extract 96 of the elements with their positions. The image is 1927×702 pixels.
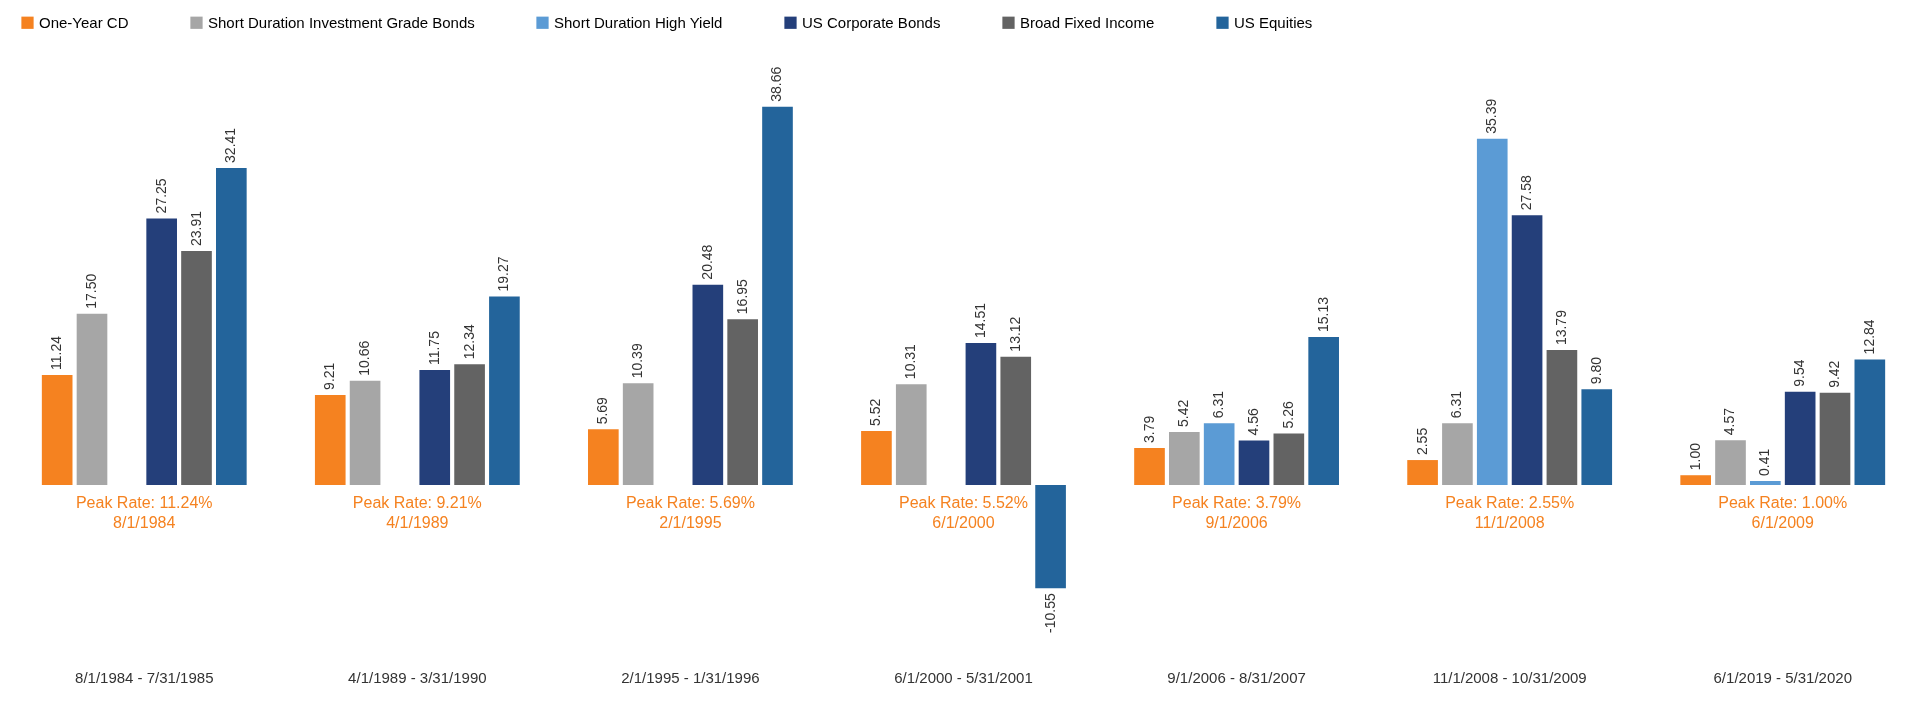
data-label: 5.52 [867,398,884,426]
data-label: 9.42 [1826,360,1842,388]
bar [1169,431,1200,486]
data-label: 13.12 [1006,316,1023,352]
data-label: 19.27 [495,256,512,292]
annotation: Peak Rate: 3.79% 9/1/2006 [1172,494,1302,532]
legend-label: Broad Fixed Income [1020,13,1155,31]
data-label: 23.91 [187,210,204,247]
bar [489,296,520,486]
data-label: 10.31 [902,343,919,380]
data-label: 6.31 [1448,390,1465,419]
data-label: 14.51 [971,302,988,339]
bar [1546,350,1578,486]
data-label: 4.57 [1721,407,1738,436]
bar [146,218,177,486]
bar [1750,481,1781,486]
x-tick-label: 8/1/1984 - 7/31/1985 [75,668,214,686]
annotation: Peak Rate: 2.55% 11/1/2008 [1445,494,1575,532]
data-label: 9.80 [1587,356,1604,385]
annotation: Peak Rate: 1.00% 6/1/2009 [1718,494,1848,532]
bar [314,394,346,486]
bar [1476,138,1508,486]
data-label: 1.00 [1686,442,1703,471]
bar [181,251,212,486]
data-label: 9.21 [321,362,338,390]
bar [1680,475,1711,486]
bar [1238,440,1270,486]
data-label: 9.54 [1791,359,1808,387]
data-label: 10.66 [356,340,373,376]
bar [1273,433,1305,486]
data-label: 5.69 [594,396,611,425]
legend-label: Short Duration Investment Grade Bonds [208,13,475,31]
data-label: -10.55 [1041,593,1058,633]
bar [1308,336,1339,486]
data-label: 20.48 [698,244,715,280]
legend-label: US Corporate Bonds [802,13,941,31]
bar [454,364,485,486]
data-label: 38.66 [768,66,785,102]
legend-label: US Equities [1234,13,1313,31]
bar [1819,392,1851,486]
annotation: Peak Rate: 5.52% 6/1/2000 [899,494,1028,532]
bar [727,319,758,486]
x-tick-label: 4/1/1989 - 3/31/1990 [348,668,487,686]
data-label: 2.55 [1413,427,1430,456]
data-label: 32.41 [222,127,239,163]
bar [965,343,997,486]
bar [1581,389,1613,486]
data-label: 35.39 [1483,98,1500,134]
data-label: 11.24 [48,335,65,371]
bar [1854,359,1886,486]
data-label: 12.84 [1860,319,1877,355]
data-label: 16.95 [733,278,750,315]
data-label: 4.56 [1245,407,1261,436]
bar [692,284,724,486]
data-label: 5.42 [1175,399,1192,427]
data-label: 15.13 [1314,296,1331,332]
bar [349,380,381,486]
bar [1000,356,1032,486]
bar [216,167,247,486]
data-label: 27.58 [1518,174,1535,211]
bar [1442,423,1473,486]
bar [1407,460,1438,486]
annotation: Peak Rate: 5.69% 2/1/1995 [625,494,755,532]
bar [895,384,927,486]
data-label: 13.79 [1552,309,1569,346]
annotation: Peak Rate: 9.21% 4/1/1989 [352,494,482,532]
bar [1134,447,1165,486]
x-tick-label: 6/1/2000 - 5/31/2001 [894,668,1033,686]
bar [762,106,793,486]
x-tick-label: 11/1/2008 - 10/31/2009 [1432,668,1587,686]
data-label: 17.50 [83,273,99,309]
bar [1784,391,1816,486]
bar [76,313,108,486]
data-label: 5.26 [1279,401,1296,429]
bar [622,383,654,486]
bar [1715,440,1746,486]
bar [1511,215,1543,486]
annotation: Peak Rate: 11.24% 8/1/1984 [75,494,213,532]
data-label: 3.79 [1140,415,1157,443]
bar [861,431,892,486]
x-tick-label: 6/1/2019 - 5/31/2020 [1713,668,1852,686]
data-label: 27.25 [152,178,169,214]
bar [1035,485,1066,589]
bar [41,375,73,486]
data-label: 10.39 [629,343,646,379]
data-label: 11.75 [425,330,442,366]
x-tick-label: 2/1/1995 - 1/31/1996 [621,668,760,686]
bar [588,429,619,486]
bar [1203,423,1235,486]
x-tick-label: 9/1/2006 - 8/31/2007 [1167,668,1306,686]
legend-label: Short Duration High Yield [554,13,723,31]
data-label: 6.31 [1210,390,1227,419]
bar [419,370,451,486]
data-label: 12.34 [460,324,477,360]
legend-label: One-Year CD [39,13,129,31]
data-label: 0.41 [1756,448,1773,476]
